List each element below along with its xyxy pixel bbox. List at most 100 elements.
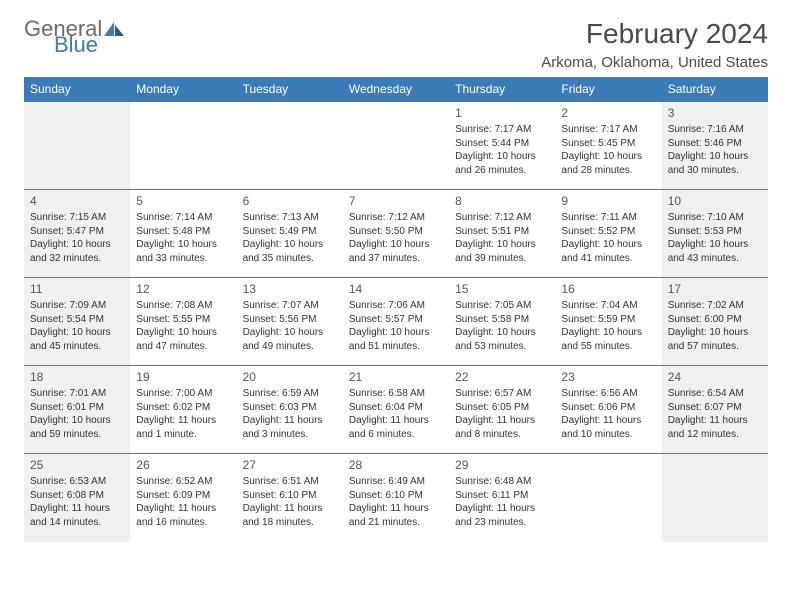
day-cell-7: 7Sunrise: 7:12 AMSunset: 5:50 PMDaylight… xyxy=(343,190,449,278)
daylight-text: Daylight: 10 hours and 51 minutes. xyxy=(349,326,443,353)
day-number: 16 xyxy=(561,281,655,297)
day-cell-8: 8Sunrise: 7:12 AMSunset: 5:51 PMDaylight… xyxy=(449,190,555,278)
sunrise-text: Sunrise: 7:01 AM xyxy=(30,387,124,401)
daylight-text: Daylight: 10 hours and 55 minutes. xyxy=(561,326,655,353)
day-cell-14: 14Sunrise: 7:06 AMSunset: 5:57 PMDayligh… xyxy=(343,278,449,366)
daylight-text: Daylight: 10 hours and 28 minutes. xyxy=(561,150,655,177)
day-header-thursday: Thursday xyxy=(449,77,555,102)
day-number: 15 xyxy=(455,281,549,297)
day-cell-3: 3Sunrise: 7:16 AMSunset: 5:46 PMDaylight… xyxy=(662,102,768,190)
sunset-text: Sunset: 5:48 PM xyxy=(136,225,230,239)
sunset-text: Sunset: 5:46 PM xyxy=(668,137,762,151)
day-cell-10: 10Sunrise: 7:10 AMSunset: 5:53 PMDayligh… xyxy=(662,190,768,278)
week-row: 4 Sunrise: 7:15 AMSunset: 5:47 PM Daylight… xyxy=(24,190,768,278)
day-number: 28 xyxy=(349,457,443,473)
day-cell-17: 17Sunrise: 7:02 AMSunset: 6:00 PMDayligh… xyxy=(662,278,768,366)
day-cell-16: 16 Sunrise: 7:04 AMSunset: 5:59 PMDayligh… xyxy=(555,278,661,366)
sunrise-text: Sunrise: 7:15 AM xyxy=(30,211,124,225)
daylight-text: Daylight: 10 hours and 49 minutes. xyxy=(243,326,337,353)
sunset-text: Sunset: 6:10 PM xyxy=(349,489,443,503)
sunset-text: Sunset: 5:44 PM xyxy=(455,137,549,151)
day-number: 11 xyxy=(30,281,124,297)
calendar-table: SundayMondayTuesdayWednesdayThursdayFrid… xyxy=(24,77,768,542)
day-header-monday: Monday xyxy=(130,77,236,102)
daylight-text: Daylight: 10 hours and 30 minutes. xyxy=(668,150,762,177)
day-number: 2 xyxy=(561,105,655,121)
sunrise-text: Sunrise: 7:17 AM xyxy=(455,123,549,137)
empty-cell xyxy=(343,102,449,190)
daylight-text: Daylight: 11 hours and 12 minutes. xyxy=(668,414,762,441)
day-number: 26 xyxy=(136,457,230,473)
day-cell-21: 21Sunrise: 6:58 AMSunset: 6:04 PMDayligh… xyxy=(343,366,449,454)
day-cell-22: 22 Sunrise: 6:57 AMSunset: 6:05 PMDayligh… xyxy=(449,366,555,454)
sunset-text: Sunset: 6:11 PM xyxy=(455,489,549,503)
day-header-friday: Friday xyxy=(555,77,661,102)
day-cell-11: 11Sunrise: 7:09 AMSunset: 5:54 PMDayligh… xyxy=(24,278,130,366)
sunset-text: Sunset: 5:52 PM xyxy=(561,225,655,239)
day-cell-12: 12Sunrise: 7:08 AMSunset: 5:55 PMDayligh… xyxy=(130,278,236,366)
daylight-text: Daylight: 11 hours and 6 minutes. xyxy=(349,414,443,441)
sunrise-text: Sunrise: 7:04 AM xyxy=(561,299,655,313)
day-number: 27 xyxy=(243,457,337,473)
day-number: 25 xyxy=(30,457,124,473)
day-number: 24 xyxy=(668,369,762,385)
sunset-text: Sunset: 5:58 PM xyxy=(455,313,549,327)
sunrise-text: Sunrise: 7:05 AM xyxy=(455,299,549,313)
sunset-text: Sunset: 5:54 PM xyxy=(30,313,124,327)
sunrise-text: Sunrise: 7:16 AM xyxy=(668,123,762,137)
day-number: 4 xyxy=(30,193,124,209)
sunrise-text: Sunrise: 7:02 AM xyxy=(668,299,762,313)
sunrise-text: Sunrise: 6:54 AM xyxy=(668,387,762,401)
daylight-text: Daylight: 10 hours and 41 minutes. xyxy=(561,238,655,265)
sunset-text: Sunset: 5:51 PM xyxy=(455,225,549,239)
week-row: 18Sunrise: 7:01 AMSunset: 6:01 PMDayligh… xyxy=(24,366,768,454)
day-number: 19 xyxy=(136,369,230,385)
day-cell-5: 5Sunrise: 7:14 AMSunset: 5:48 PMDaylight… xyxy=(130,190,236,278)
title-block: February 2024 Arkoma, Oklahoma, United S… xyxy=(541,18,768,71)
sunrise-text: Sunrise: 6:59 AM xyxy=(243,387,337,401)
day-number: 13 xyxy=(243,281,337,297)
sunrise-text: Sunrise: 6:51 AM xyxy=(243,475,337,489)
day-cell-6: 6Sunrise: 7:13 AMSunset: 5:49 PMDaylight… xyxy=(237,190,343,278)
day-cell-26: 26Sunrise: 6:52 AMSunset: 6:09 PMDayligh… xyxy=(130,454,236,542)
day-header-wednesday: Wednesday xyxy=(343,77,449,102)
day-number: 10 xyxy=(668,193,762,209)
day-number: 20 xyxy=(243,369,337,385)
day-cell-19: 19Sunrise: 7:00 AMSunset: 6:02 PMDayligh… xyxy=(130,366,236,454)
day-number: 22 xyxy=(455,369,549,385)
empty-cell xyxy=(555,454,661,542)
sunset-text: Sunset: 5:56 PM xyxy=(243,313,337,327)
week-row: 11Sunrise: 7:09 AMSunset: 5:54 PMDayligh… xyxy=(24,278,768,366)
daylight-text: Daylight: 11 hours and 14 minutes. xyxy=(30,502,124,529)
daylight-text: Daylight: 10 hours and 37 minutes. xyxy=(349,238,443,265)
sunset-text: Sunset: 6:07 PM xyxy=(668,401,762,415)
sunset-text: Sunset: 6:04 PM xyxy=(349,401,443,415)
sunrise-text: Sunrise: 6:57 AM xyxy=(455,387,549,401)
daylight-text: Daylight: 11 hours and 8 minutes. xyxy=(455,414,549,441)
sunrise-text: Sunrise: 7:06 AM xyxy=(349,299,443,313)
empty-cell xyxy=(662,454,768,542)
day-cell-15: 15Sunrise: 7:05 AMSunset: 5:58 PMDayligh… xyxy=(449,278,555,366)
sunrise-text: Sunrise: 7:14 AM xyxy=(136,211,230,225)
day-cell-24: 24 Sunrise: 6:54 AMSunset: 6:07 PMDayligh… xyxy=(662,366,768,454)
daylight-text: Daylight: 11 hours and 21 minutes. xyxy=(349,502,443,529)
day-number: 9 xyxy=(561,193,655,209)
sunrise-text: Sunrise: 6:58 AM xyxy=(349,387,443,401)
sunset-text: Sunset: 5:59 PM xyxy=(561,313,655,327)
daylight-text: Daylight: 10 hours and 39 minutes. xyxy=(455,238,549,265)
sunset-text: Sunset: 6:05 PM xyxy=(455,401,549,415)
sunset-text: Sunset: 6:10 PM xyxy=(243,489,337,503)
day-number: 7 xyxy=(349,193,443,209)
sunrise-text: Sunrise: 7:12 AM xyxy=(455,211,549,225)
sunset-text: Sunset: 6:00 PM xyxy=(668,313,762,327)
daylight-text: Daylight: 11 hours and 1 minute. xyxy=(136,414,230,441)
day-cell-29: 29Sunrise: 6:48 AMSunset: 6:11 PMDayligh… xyxy=(449,454,555,542)
sunset-text: Sunset: 5:55 PM xyxy=(136,313,230,327)
day-number: 29 xyxy=(455,457,549,473)
location: Arkoma, Oklahoma, United States xyxy=(541,54,768,71)
sunrise-text: Sunrise: 7:08 AM xyxy=(136,299,230,313)
sunset-text: Sunset: 6:02 PM xyxy=(136,401,230,415)
day-cell-27: 27Sunrise: 6:51 AMSunset: 6:10 PMDayligh… xyxy=(237,454,343,542)
sunrise-text: Sunrise: 6:53 AM xyxy=(30,475,124,489)
sunset-text: Sunset: 5:47 PM xyxy=(30,225,124,239)
